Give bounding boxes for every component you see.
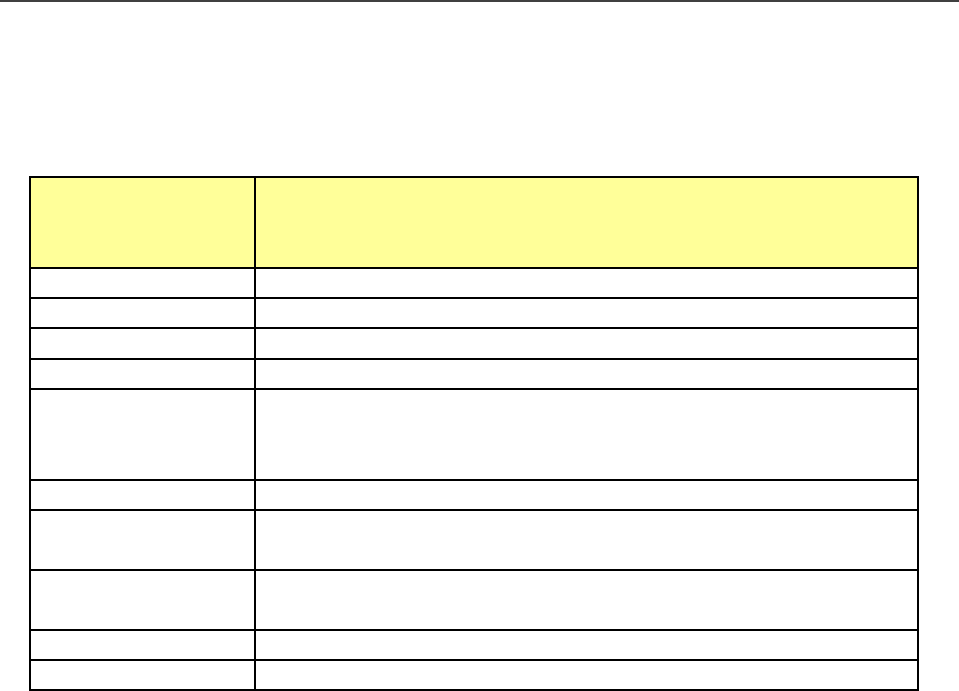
table xyxy=(29,176,919,691)
header-row xyxy=(30,177,918,268)
row-dividers xyxy=(30,267,918,661)
table-border xyxy=(29,176,919,691)
